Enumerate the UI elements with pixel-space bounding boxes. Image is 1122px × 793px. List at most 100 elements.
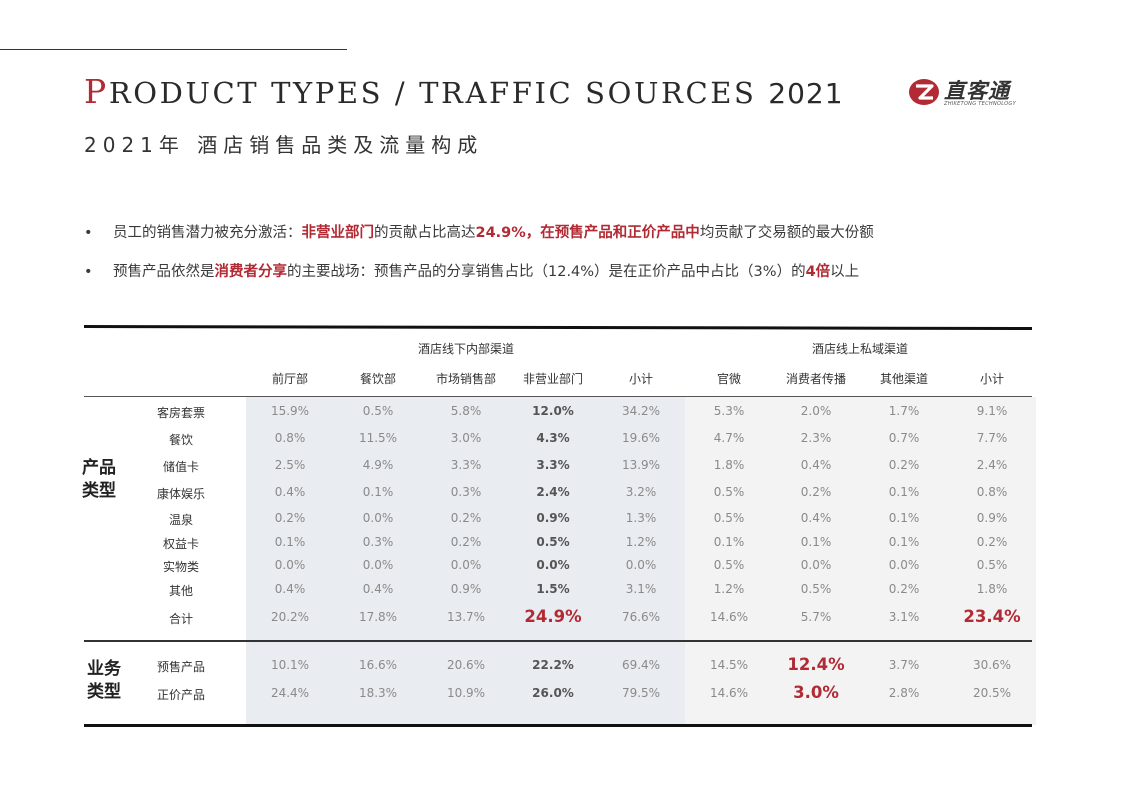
- table-cell: 14.5%: [709, 658, 749, 672]
- table-cell: 0.5%: [536, 535, 570, 549]
- table-cell: 17.8%: [358, 610, 398, 624]
- table-cell: 3.7%: [888, 658, 920, 672]
- page-title-chinese: 2021年 酒店销售品类及流量构成: [84, 133, 484, 157]
- table-cell: 34.2%: [621, 404, 661, 418]
- table-cell: 3.2%: [625, 485, 657, 499]
- table-cell: 10.9%: [446, 686, 486, 700]
- table-cell: 2.5%: [274, 458, 306, 472]
- table-cell: 0.4%: [362, 582, 394, 596]
- table-cell: 0.2%: [976, 535, 1008, 549]
- table-cell: 0.2%: [274, 511, 306, 525]
- table-cell: 2.0%: [800, 404, 832, 418]
- header-top-rule: [0, 49, 347, 50]
- bullet-text-segment: 的主要战场：预售产品的分享销售占比（12.4%）是在正价产品中占比（3%）的: [287, 264, 806, 280]
- section-label: 业务 类型: [87, 659, 121, 702]
- table-cell: 1.2%: [713, 582, 745, 596]
- page-title-english: PRODUCT TYPES / TRAFFIC SOURCES 2021: [84, 74, 844, 112]
- column-header: 餐饮部: [359, 372, 397, 386]
- table-cell: 0.4%: [800, 511, 832, 525]
- company-logo: 直客通 ZHIKETONG TECHNOLOGY: [908, 74, 1032, 108]
- table-cell: 24.9%: [524, 607, 582, 626]
- row-label: 实物类: [162, 560, 199, 574]
- title-text: RODUCT TYPES / TRAFFIC SOURCES: [108, 76, 769, 110]
- table-cell: 11.5%: [358, 431, 398, 445]
- table-cell: 3.3%: [536, 458, 570, 472]
- table-cell: 0.8%: [976, 485, 1008, 499]
- table-cell: 20.2%: [270, 610, 310, 624]
- table-cell: 23.4%: [963, 607, 1021, 626]
- table-cell: 0.3%: [450, 485, 482, 499]
- bullet-point-2: • 预售产品依然是消费者分享的主要战场：预售产品的分享销售占比（12.4%）是在正…: [84, 260, 859, 281]
- column-header: 小计: [979, 372, 1005, 386]
- table-cell: 7.7%: [976, 431, 1008, 445]
- table-cell: 12.0%: [532, 404, 574, 418]
- table-cell: 3.0%: [793, 683, 839, 702]
- table-cell: 69.4%: [621, 658, 661, 672]
- column-header: 小计: [628, 372, 654, 386]
- table-cell: 26.0%: [532, 686, 574, 700]
- bullet-text-segment: 的贡献占比高达: [374, 225, 476, 241]
- highlight-text: 24.9%，在预售产品和正价产品中: [475, 225, 700, 241]
- section-label: 产品 类型: [82, 458, 116, 501]
- offline-channel-shading: [246, 397, 685, 725]
- column-header: 市场销售部: [435, 372, 497, 386]
- table-cell: 20.5%: [972, 686, 1012, 700]
- bullet-1-text: 员工的销售潜力被充分激活：非营业部门的贡献占比高达24.9%，在预售产品和正价产…: [113, 225, 874, 241]
- highlight-text: 4倍: [805, 264, 831, 280]
- table-cell: 0.0%: [800, 558, 832, 572]
- table-cell: 4.3%: [536, 431, 570, 445]
- table-cell: 4.7%: [713, 431, 745, 445]
- table-cell: 3.3%: [450, 458, 482, 472]
- table-cell: 16.6%: [358, 658, 398, 672]
- table-cell: 13.7%: [446, 610, 486, 624]
- table-cell: 0.1%: [888, 511, 920, 525]
- online-channel-shading: [685, 397, 1036, 725]
- table-cell: 10.1%: [270, 658, 310, 672]
- table-cell: 12.4%: [787, 655, 845, 674]
- row-label: 预售产品: [156, 660, 205, 674]
- column-header: 非营业部门: [522, 372, 584, 386]
- table-cell: 3.1%: [888, 610, 920, 624]
- table-cell: 0.1%: [888, 535, 920, 549]
- table-bottom-rule: [84, 724, 1032, 727]
- table-cell: 0.0%: [362, 558, 394, 572]
- table-header-rule: [84, 396, 1032, 397]
- table-cell: 13.9%: [621, 458, 661, 472]
- table-cell: 20.6%: [446, 658, 486, 672]
- table-cell: 0.2%: [888, 458, 920, 472]
- bullet-text-segment: 员工的销售潜力被充分激活：: [113, 225, 302, 241]
- table-cell: 14.6%: [709, 686, 749, 700]
- row-label: 合计: [168, 612, 193, 626]
- table-cell: 1.8%: [976, 582, 1008, 596]
- table-cell: 0.0%: [625, 558, 657, 572]
- bullet-text-segment: 预售产品依然是: [113, 264, 215, 280]
- table-cell: 0.0%: [888, 558, 920, 572]
- table-cell: 0.0%: [536, 558, 570, 572]
- table-cell: 3.0%: [450, 431, 482, 445]
- table-cell: 0.4%: [274, 582, 306, 596]
- table-cell: 0.0%: [450, 558, 482, 572]
- logo-wordmark: 直客通: [944, 79, 1010, 103]
- row-label: 权益卡: [162, 537, 199, 551]
- row-label: 其他: [168, 584, 193, 598]
- table-cell: 0.1%: [800, 535, 832, 549]
- table-cell: 30.6%: [972, 658, 1012, 672]
- table-cell: 24.4%: [270, 686, 310, 700]
- bullet-text-segment: 以上: [830, 264, 860, 280]
- table-cell: 0.4%: [800, 458, 832, 472]
- table-cell: 0.1%: [274, 535, 306, 549]
- table-cell: 0.1%: [362, 485, 394, 499]
- table-cell: 0.2%: [888, 582, 920, 596]
- table-cell: 3.1%: [625, 582, 657, 596]
- row-label: 康体娱乐: [156, 487, 205, 501]
- column-header: 前厅部: [271, 372, 309, 386]
- channel-group-header: 酒店线下内部渠道: [417, 342, 515, 356]
- bullet-2-text: 预售产品依然是消费者分享的主要战场：预售产品的分享销售占比（12.4%）是在正价…: [113, 264, 859, 280]
- table-cell: 0.7%: [888, 431, 920, 445]
- table-cell: 0.2%: [800, 485, 832, 499]
- column-header: 其他渠道: [879, 372, 929, 386]
- table-cell: 9.1%: [976, 404, 1008, 418]
- bullet-marker: •: [84, 264, 93, 280]
- highlight-text: 非营业部门: [301, 225, 375, 241]
- table-cell: 0.9%: [450, 582, 482, 596]
